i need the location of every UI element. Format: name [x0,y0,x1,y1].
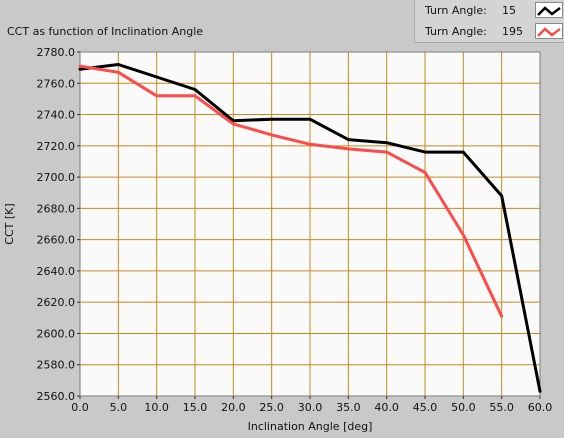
series-2-point [232,123,235,125]
swatch-line [537,6,561,16]
y-tick-label: 2600.0 [37,327,76,340]
series-1-point [270,118,273,121]
y-tick-label: 2640.0 [37,265,76,278]
y-tick-label: 2780.0 [37,46,76,59]
chart-title: CCT as function of Inclination Angle [7,25,204,38]
series-2-point [424,171,426,174]
x-tick-label: 5.0 [110,401,128,414]
legend-label: Turn Angle: [425,25,487,38]
x-tick-label: 55.0 [489,401,514,414]
y-tick-label: 2680.0 [37,202,76,215]
series-1-point [500,195,503,197]
legend-item-series-2[interactable]: Turn Angle: 195 [415,21,564,42]
x-tick-label: 20.0 [221,401,246,414]
x-tick-label: 25.0 [259,401,284,414]
y-tick-label: 2660.0 [37,234,76,247]
series-2-point [117,71,120,74]
plot-legend[interactable]: Turn Angle: 15 Turn Angle: 195 [414,0,564,43]
series-2-point [462,234,465,236]
y-tick-label: 2740.0 [37,109,76,122]
x-tick-label: 45.0 [413,401,438,414]
series-1-point [385,141,388,144]
line-swatch-icon [537,6,561,16]
x-tick-label: 60.0 [528,401,553,414]
x-tick-label: 50.0 [451,401,476,414]
y-tick-label: 2560.0 [37,390,76,403]
series-line-2 [78,64,504,318]
series-1-point [309,118,311,121]
series-1-point [117,63,120,66]
legend-value: 15 [502,4,516,17]
y-tick-label: 2620.0 [37,296,76,309]
legend-label: Turn Angle: [425,4,487,17]
legend-swatch-icon[interactable] [535,2,563,18]
series-2-point [500,315,503,318]
y-tick-label: 2700.0 [37,171,76,184]
legend-item-series-1[interactable]: Turn Angle: 15 [415,0,564,21]
x-tick-label: 0.0 [71,401,89,414]
series-1-point [424,151,426,153]
x-axis-title: Inclination Angle [deg] [248,420,373,433]
series-1-point [155,76,158,78]
swatch-line [537,27,561,37]
series-2-point [155,94,158,97]
series-2-point [309,143,311,146]
series-2-point [270,134,273,136]
y-tick-label: 2760.0 [37,77,76,90]
x-tick-label: 30.0 [298,401,323,414]
series-1-point [347,138,350,141]
line-swatch-icon [537,27,561,37]
y-axis-title: CCT [K] [3,203,16,244]
series-2-point [385,151,388,153]
x-tick-label: 35.0 [336,401,361,414]
series-1-point [539,390,541,393]
series-1-point [194,88,196,91]
x-tick-label: 40.0 [374,401,399,414]
x-tick-label: 15.0 [183,401,208,414]
y-tick-label: 2580.0 [37,359,76,372]
legend-swatch-icon[interactable] [535,23,563,39]
series-1-point [232,120,235,122]
y-tick-label: 2720.0 [37,140,76,153]
legend-value: 195 [502,25,523,38]
series-1-point [462,151,465,153]
series-2-point [79,65,81,67]
series-2-point [347,148,350,150]
series-2-point [194,94,196,97]
x-tick-label: 10.0 [144,401,169,414]
series-1-point [79,68,81,70]
